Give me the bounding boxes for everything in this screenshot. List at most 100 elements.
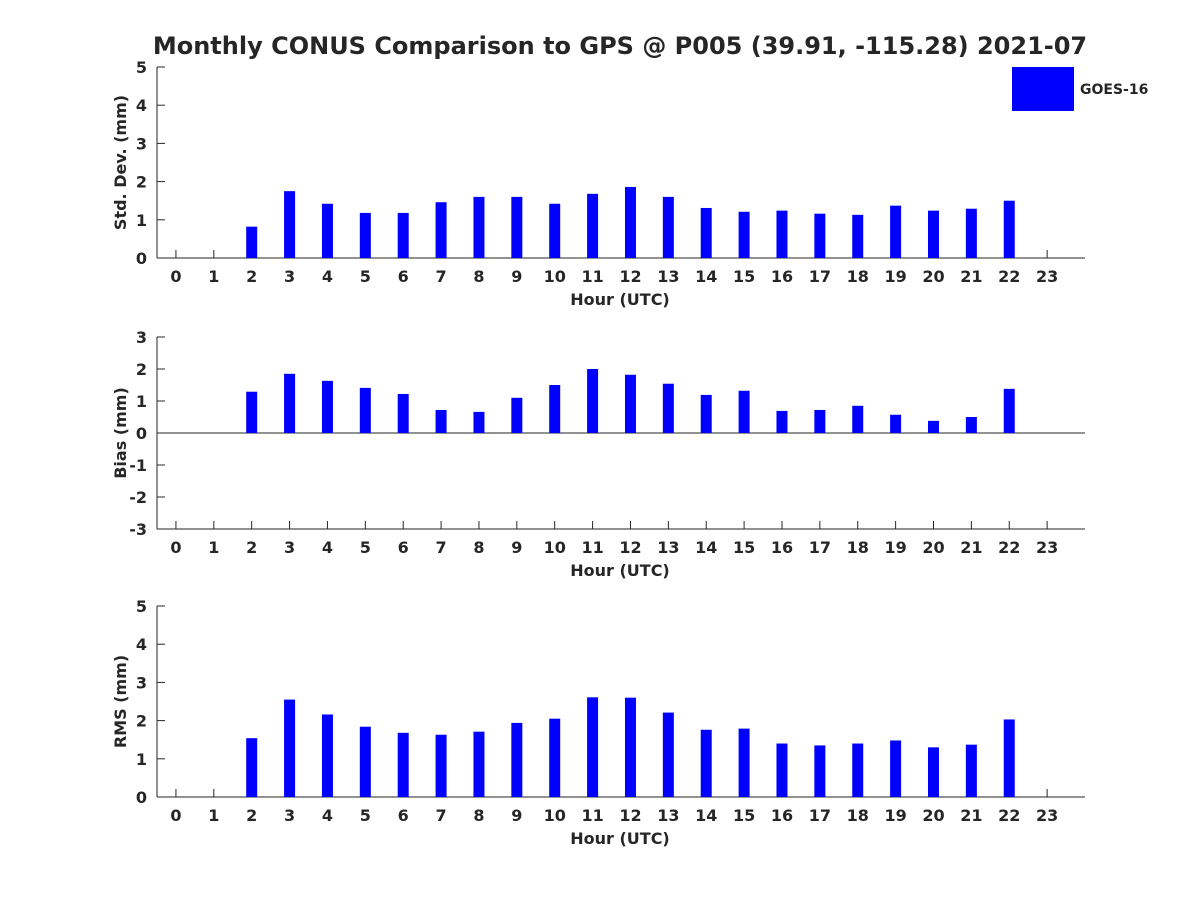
bias-bar	[776, 410, 788, 433]
std-bar	[549, 203, 561, 258]
bias-y-tick-label: 3	[136, 328, 147, 347]
std-x-tick-label: 0	[170, 267, 181, 286]
rms-x-label: Hour (UTC)	[570, 829, 670, 848]
std-x-tick-label: 4	[322, 267, 333, 286]
bias-bar	[321, 380, 333, 433]
rms-bar	[624, 697, 636, 797]
std-bar	[700, 207, 712, 258]
rms-x-tick-label: 21	[960, 806, 982, 825]
rms-bar	[700, 729, 712, 797]
rms-x-tick-label: 0	[170, 806, 181, 825]
std-bar	[587, 193, 599, 258]
legend: GOES-16	[1012, 67, 1148, 111]
rms-x-tick-label: 1	[208, 806, 219, 825]
rms-bar	[662, 712, 674, 797]
std-y-tick-label: 2	[136, 173, 147, 192]
chart-title: Monthly CONUS Comparison to GPS @ P005 (…	[153, 32, 1087, 60]
rms-bar	[738, 728, 750, 797]
std-x-tick-label: 3	[284, 267, 295, 286]
std-x-tick-label: 10	[544, 267, 566, 286]
rms-y-tick-label: 0	[136, 788, 147, 807]
rms-bar	[284, 699, 296, 797]
bias-bar	[359, 387, 371, 433]
bias-bar	[473, 411, 485, 433]
rms-x-tick-label: 11	[581, 806, 603, 825]
rms-x-tick-label: 17	[809, 806, 831, 825]
std-x-tick-label: 20	[922, 267, 944, 286]
std-x-tick-label: 2	[246, 267, 257, 286]
bias-x-tick-label: 2	[246, 538, 257, 557]
rms-x-tick-label: 2	[246, 806, 257, 825]
rms-x-tick-label: 18	[847, 806, 869, 825]
bias-x-tick-label: 12	[619, 538, 641, 557]
std-bar	[662, 196, 674, 258]
std-bar	[473, 196, 485, 258]
bias-y-tick-label: 2	[136, 360, 147, 379]
rms-bar	[246, 738, 258, 797]
rms-x-tick-label: 16	[771, 806, 793, 825]
std-x-tick-label: 17	[809, 267, 831, 286]
bias-x-tick-label: 14	[695, 538, 717, 557]
std-bar	[624, 186, 636, 258]
std-x-tick-label: 13	[657, 267, 679, 286]
bias-bar	[662, 383, 674, 433]
bias-y-tick-label: 0	[136, 424, 147, 443]
rms-bar	[814, 745, 826, 797]
bias-y-tick-label: 1	[136, 392, 147, 411]
bias-x-tick-label: 19	[884, 538, 906, 557]
bias-bar	[624, 374, 636, 433]
bias-x-tick-label: 21	[960, 538, 982, 557]
rms-bar	[511, 722, 523, 797]
std-bar	[321, 203, 333, 258]
rms-y-tick-label: 1	[136, 750, 147, 769]
bias-x-tick-label: 1	[208, 538, 219, 557]
rms-x-tick-label: 4	[322, 806, 333, 825]
std-x-tick-label: 12	[619, 267, 641, 286]
rms-bar	[587, 697, 599, 797]
rms-bar	[927, 747, 939, 797]
bias-x-tick-label: 10	[544, 538, 566, 557]
legend-label: GOES-16	[1080, 82, 1148, 98]
bias-x-tick-label: 8	[473, 538, 484, 557]
std-x-tick-label: 18	[847, 267, 869, 286]
bias-x-tick-label: 23	[1036, 538, 1058, 557]
bias-x-tick-label: 5	[360, 538, 371, 557]
bias-y-tick-label: -3	[129, 520, 147, 539]
rms-x-tick-label: 20	[922, 806, 944, 825]
bias-y-label: Bias (mm)	[111, 387, 130, 479]
bias-x-tick-label: 9	[511, 538, 522, 557]
rms-x-tick-label: 13	[657, 806, 679, 825]
std-y-tick-label: 5	[136, 58, 147, 77]
rms-y-tick-label: 5	[136, 597, 147, 616]
rms-x-tick-label: 6	[398, 806, 409, 825]
rms-bar	[321, 714, 333, 797]
std-bar	[359, 212, 371, 258]
legend-swatch	[1012, 67, 1074, 111]
bias-bar	[965, 417, 977, 433]
bias-x-tick-label: 7	[436, 538, 447, 557]
bias-bar	[890, 414, 902, 433]
rms-bar	[852, 743, 864, 797]
rms-bar	[473, 731, 485, 797]
bias-bar	[738, 390, 750, 433]
std-y-tick-label: 1	[136, 211, 147, 230]
std-x-tick-label: 7	[436, 267, 447, 286]
std-x-tick-label: 22	[998, 267, 1020, 286]
rms-x-tick-label: 8	[473, 806, 484, 825]
bias-y-tick-label: -1	[129, 456, 147, 475]
bias-x-tick-label: 22	[998, 538, 1020, 557]
rms-bar	[776, 743, 788, 797]
std-x-tick-label: 23	[1036, 267, 1058, 286]
std-bar	[927, 210, 939, 258]
std-x-tick-label: 8	[473, 267, 484, 286]
std-bar	[435, 202, 447, 258]
bias-bar	[397, 393, 409, 433]
rms-x-tick-label: 12	[619, 806, 641, 825]
rms-bar	[549, 718, 561, 797]
bias-y-tick-label: -2	[129, 488, 147, 507]
std-x-tick-label: 16	[771, 267, 793, 286]
rms-x-tick-label: 3	[284, 806, 295, 825]
